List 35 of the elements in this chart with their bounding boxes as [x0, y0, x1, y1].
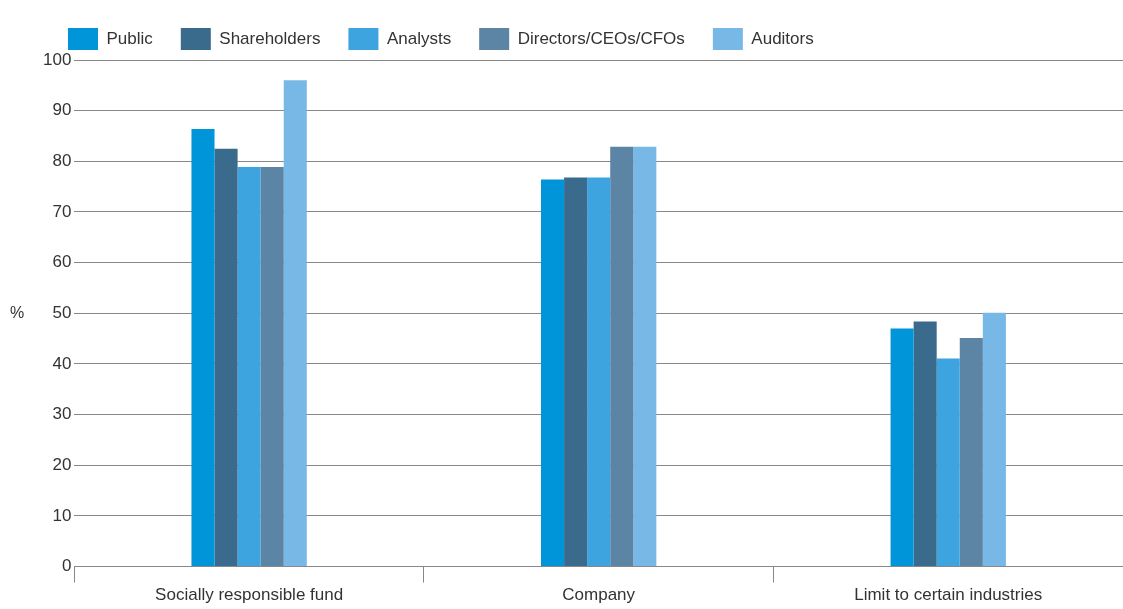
- bar: [541, 179, 565, 567]
- bar: [936, 358, 960, 567]
- y-tick-label: 20: [52, 454, 72, 474]
- legend-label: Directors/CEOs/CFOs: [517, 28, 685, 48]
- bar: [959, 338, 983, 567]
- y-tick-label: 40: [52, 353, 72, 373]
- legend-label: Shareholders: [219, 28, 321, 48]
- bar: [633, 146, 657, 567]
- bar: [890, 328, 914, 567]
- bar: [260, 166, 284, 567]
- x-tick-label: Limit to certain industries: [854, 585, 1043, 605]
- y-tick-label: 50: [52, 302, 72, 322]
- y-tick-label: 30: [52, 404, 72, 424]
- legend-label: Analysts: [386, 28, 452, 48]
- x-tick-label: Socially responsible fund: [155, 585, 344, 605]
- y-tick-label: 70: [52, 201, 72, 221]
- bar: [564, 177, 588, 567]
- bar: [214, 148, 238, 567]
- bar: [610, 146, 634, 567]
- y-axis-title: %: [10, 303, 25, 321]
- y-tick-label: 100: [42, 49, 72, 69]
- y-tick-label: 10: [52, 505, 72, 525]
- legend-label: Auditors: [751, 28, 814, 48]
- bar: [982, 312, 1006, 567]
- bar: [237, 166, 261, 567]
- y-tick-label: 80: [52, 151, 72, 171]
- bar: [283, 80, 307, 567]
- bar: [587, 177, 611, 567]
- bar: [913, 321, 937, 567]
- y-tick-label: 0: [61, 556, 72, 576]
- bar: [191, 128, 215, 567]
- legend-label: Public: [106, 28, 154, 48]
- y-tick-label: 60: [52, 252, 72, 272]
- x-tick-label: Company: [562, 585, 636, 605]
- y-tick-label: 90: [52, 100, 72, 120]
